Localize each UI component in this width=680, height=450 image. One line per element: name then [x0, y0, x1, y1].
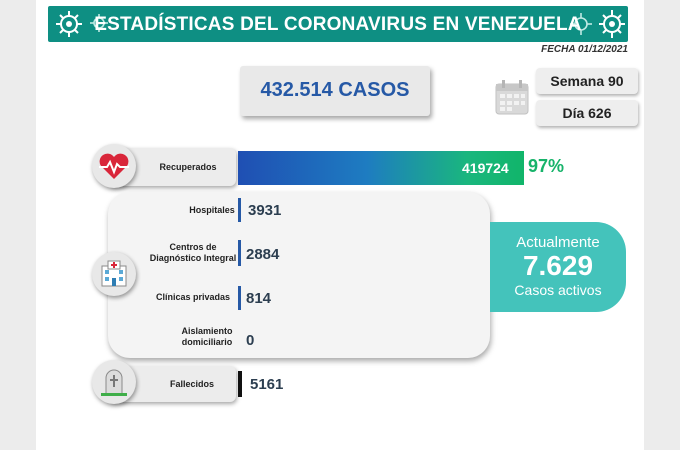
calendar-icon	[495, 80, 529, 115]
deceased-bar	[238, 371, 242, 397]
private-clinics-bar	[238, 286, 241, 310]
recovered-percent: 97%	[528, 156, 565, 176]
infographic: ESTADÍSTICAS DEL CORONAVIRUS EN VENEZUEL…	[36, 0, 642, 450]
active-cases-box: Actualmente 7.629 Casos activos	[490, 222, 626, 312]
hospitals-label: Hospitales	[189, 205, 235, 215]
tombstone-icon	[101, 369, 127, 396]
hospitals-value: 3931	[248, 202, 282, 219]
virus-icon	[56, 11, 82, 37]
deceased-icon-circle	[92, 360, 136, 404]
active-cases-breakdown	[108, 192, 490, 358]
deceased-value: 5161	[250, 376, 284, 393]
hospital-icon-circle	[92, 252, 136, 296]
private-clinics-label: Clínicas privadas	[155, 292, 231, 302]
virus-icon	[90, 14, 108, 32]
active-cases-value: 7.629	[522, 250, 594, 281]
left-margin	[0, 0, 36, 450]
hospital-icon	[101, 260, 127, 287]
hospitals-bar	[238, 198, 241, 222]
recovered-bar	[238, 151, 524, 185]
total-cases: 432.514 CASOS	[260, 79, 410, 101]
right-margin	[644, 0, 680, 450]
day-badge: Día 626	[536, 100, 638, 126]
deceased-label: Fallecidos	[169, 379, 214, 389]
cdi-value: 2884	[246, 246, 280, 263]
recovered-label: Recuperados	[159, 162, 217, 172]
home-isolation-label: Aislamiento domiciliario	[181, 326, 233, 347]
heart-pulse-icon	[99, 153, 129, 179]
cdi-label: Centros de Diagnóstico Integral	[149, 242, 237, 263]
recovered-value: 419724	[462, 160, 509, 176]
private-clinics-value: 814	[246, 290, 272, 307]
cdi-bar	[238, 240, 241, 266]
page-title: ESTADÍSTICAS DEL CORONAVIRUS EN VENEZUEL…	[94, 14, 582, 35]
active-subtitle: Casos activos	[514, 282, 602, 298]
home-isolation-value: 0	[246, 332, 255, 349]
virus-icon	[570, 13, 592, 35]
total-cases-box: 432.514 CASOS	[240, 66, 430, 116]
virus-icon	[599, 10, 625, 38]
report-date: FECHA 01/12/2021	[541, 44, 628, 55]
header-banner: ESTADÍSTICAS DEL CORONAVIRUS EN VENEZUEL…	[48, 6, 628, 42]
week-badge: Semana 90	[536, 68, 638, 94]
active-title: Actualmente	[516, 234, 600, 251]
recovered-icon-circle	[92, 144, 136, 188]
